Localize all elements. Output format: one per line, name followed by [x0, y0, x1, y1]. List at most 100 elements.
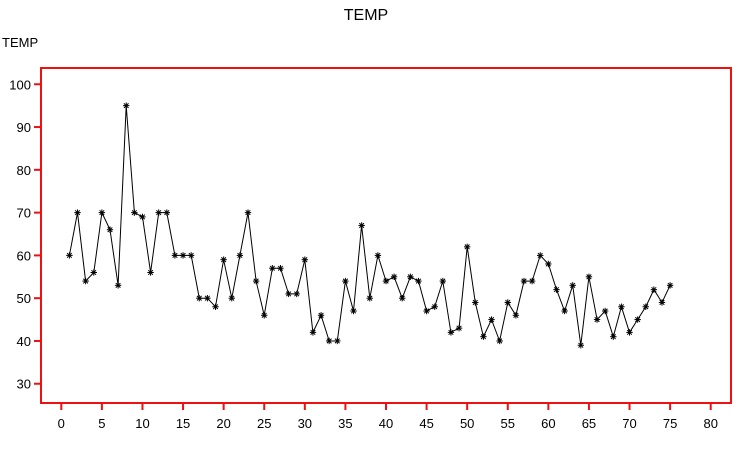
x-tick-label: 15: [176, 416, 190, 431]
data-point: [569, 282, 576, 289]
data-point: [407, 273, 414, 280]
data-point: [228, 294, 235, 302]
x-tick-label: 80: [703, 416, 717, 431]
data-point: [528, 277, 536, 285]
x-tick-label: 25: [257, 416, 271, 431]
chart-title: TEMP: [344, 7, 388, 24]
x-tick-label: 70: [622, 416, 636, 431]
y-tick-label: 100: [9, 77, 31, 92]
data-point: [658, 299, 666, 306]
data-point: [317, 312, 325, 319]
data-point: [342, 277, 349, 285]
y-axis-label: TEMP: [2, 35, 38, 50]
data-point: [390, 273, 398, 280]
data-point: [561, 307, 568, 315]
data-point: [642, 303, 649, 310]
data-point: [147, 269, 154, 276]
data-point: [601, 307, 609, 315]
data-point: [626, 329, 633, 336]
data-point: [447, 329, 455, 336]
data-point: [666, 282, 674, 289]
data-point: [204, 294, 211, 302]
x-tick-label: 75: [663, 416, 677, 431]
data-point: [350, 307, 357, 315]
data-point: [545, 260, 552, 268]
data-point: [261, 312, 268, 319]
data-point: [114, 282, 122, 289]
x-tick-label: 65: [582, 416, 596, 431]
data-point: [106, 226, 114, 233]
data-point: [455, 324, 463, 332]
data-point: [236, 252, 244, 259]
x-tick-label: 60: [541, 416, 555, 431]
data-point: [399, 294, 406, 302]
x-tick-label: 0: [58, 416, 65, 431]
y-tick-label: 90: [17, 120, 31, 135]
y-tick-label: 50: [17, 291, 31, 306]
data-point: [431, 303, 438, 310]
data-point: [472, 299, 479, 306]
y-tick-label: 70: [17, 206, 31, 221]
data-point: [171, 252, 179, 259]
data-point: [285, 290, 292, 298]
data-point: [90, 269, 97, 276]
data-point: [244, 209, 252, 216]
plot-frame: [40, 67, 732, 404]
x-tick-label: 35: [338, 416, 352, 431]
x-tick-label: 10: [135, 416, 149, 431]
data-point: [163, 209, 171, 216]
data-point: [610, 333, 617, 340]
data-point: [382, 277, 390, 285]
data-point: [537, 252, 544, 259]
data-point: [496, 337, 503, 345]
data-point: [504, 299, 511, 306]
data-point: [74, 209, 81, 216]
data-point: [98, 209, 106, 216]
series-line: [68, 105, 671, 346]
data-point: [187, 252, 195, 259]
data-point: [585, 273, 593, 280]
axes: 0 5 10 15 20 25 30 35 40 45 50 55 60 65 70 75 80 30 40 50 60…: [9, 77, 718, 431]
data-point: [553, 286, 560, 293]
y-tick-label: 80: [17, 163, 31, 178]
data-point: [423, 307, 430, 315]
data-point: [179, 252, 187, 259]
data-point: [155, 209, 162, 216]
data-point: [309, 329, 317, 336]
data-point: [269, 265, 276, 272]
data-point: [650, 286, 658, 293]
data-point: [334, 337, 341, 345]
x-tick-label: 5: [98, 416, 105, 431]
y-tick-label: 30: [17, 377, 31, 392]
data-point: [325, 337, 333, 345]
data-point: [366, 294, 373, 302]
data-point: [139, 213, 146, 221]
y-tick-label: 60: [17, 248, 31, 263]
data-point: [593, 316, 601, 323]
data-point: [634, 316, 641, 323]
data-point: [252, 277, 260, 285]
data-point: [415, 277, 422, 285]
data-point: [463, 243, 471, 251]
data-point: [488, 316, 495, 323]
data-point: [301, 256, 309, 263]
data-point: [374, 252, 382, 259]
data-point: [520, 277, 528, 285]
data-point: [512, 312, 520, 319]
x-tick-label: 20: [216, 416, 230, 431]
x-tick-label: 30: [298, 416, 312, 431]
plot-area: [66, 102, 674, 349]
data-point: [358, 222, 365, 229]
data-point: [196, 294, 203, 302]
data-point: [82, 277, 89, 285]
data-point: [66, 252, 73, 259]
data-point: [577, 342, 585, 349]
x-tick-label: 45: [419, 416, 433, 431]
x-tick-label: 55: [501, 416, 515, 431]
x-tick-label: 50: [460, 416, 474, 431]
data-point: [212, 303, 219, 310]
data-point: [439, 277, 447, 285]
y-tick-label: 40: [17, 334, 31, 349]
data-point: [618, 303, 625, 310]
